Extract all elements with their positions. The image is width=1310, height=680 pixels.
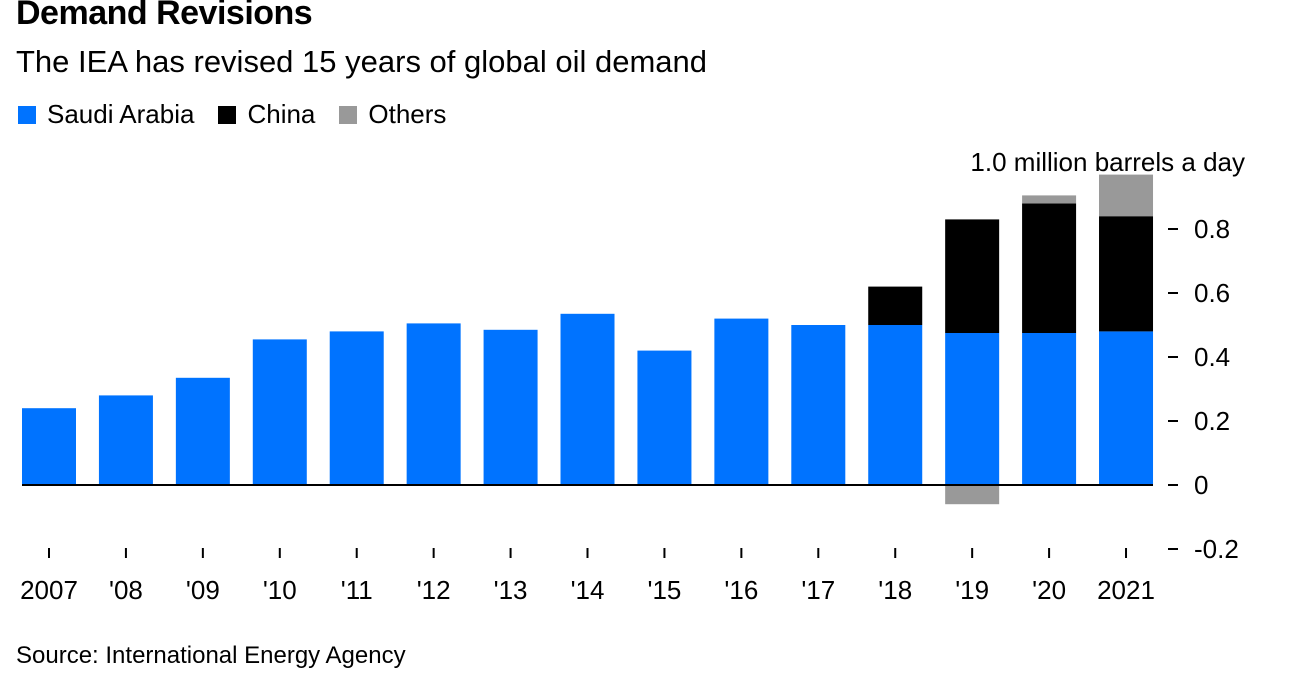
legend-item-china: China <box>218 99 315 130</box>
legend-swatch-saudi-arabia <box>18 105 36 124</box>
x-tick-label-14: 2021 <box>1097 575 1155 605</box>
x-tick-label-8: '15 <box>647 575 681 605</box>
bar-saudi-arabia-7 <box>560 313 615 485</box>
x-tick-label-10: '17 <box>801 575 835 605</box>
bar-saudi-arabia-5 <box>406 323 461 485</box>
bar-china-14 <box>1099 216 1154 332</box>
y-tick-label-1: 0.6 <box>1194 278 1230 308</box>
x-tick-label-5: '12 <box>417 575 451 605</box>
bar-saudi-arabia-12 <box>945 333 1000 485</box>
bar-others-12 <box>945 485 1000 505</box>
x-tick-label-6: '13 <box>494 575 528 605</box>
chart-title: Demand Revisions <box>16 0 313 32</box>
source-note: Source: International Energy Agency <box>16 642 406 669</box>
legend-swatch-others <box>339 105 358 124</box>
bar-saudi-arabia-4 <box>329 331 384 485</box>
bar-saudi-arabia-11 <box>868 325 923 485</box>
x-tick-label-3: '10 <box>263 575 297 605</box>
x-tick-label-1: '08 <box>109 575 143 605</box>
x-tick-label-11: '18 <box>878 575 912 605</box>
bar-saudi-arabia-9 <box>714 318 769 485</box>
bar-china-13 <box>1022 203 1077 333</box>
bar-saudi-arabia-6 <box>483 329 538 485</box>
x-tick-label-4: '11 <box>341 575 373 605</box>
x-tick-label-0: 2007 <box>20 575 78 605</box>
y-tick-label-0: 0.8 <box>1194 214 1230 244</box>
y-tick-label-3: 0.2 <box>1194 406 1230 436</box>
legend-swatch-china <box>218 105 237 124</box>
x-tick-label-7: '14 <box>571 575 605 605</box>
y-axis-unit-label: 1.0 million barrels a day <box>970 147 1245 177</box>
x-tick-label-12: '19 <box>955 575 989 605</box>
x-tick-label-13: '20 <box>1032 575 1066 605</box>
legend-item-others: Others <box>339 99 446 130</box>
bar-saudi-arabia-10 <box>791 325 846 485</box>
x-tick-label-9: '16 <box>724 575 758 605</box>
legend-label-saudi-arabia: Saudi Arabia <box>47 99 195 129</box>
x-tick-label-2: '09 <box>186 575 220 605</box>
y-tick-label-2: 0.4 <box>1194 342 1230 372</box>
bar-saudi-arabia-8 <box>637 350 692 485</box>
legend-label-china: China <box>247 99 316 129</box>
bar-saudi-arabia-3 <box>252 339 307 485</box>
chart-subtitle: The IEA has revised 15 years of global o… <box>16 44 708 79</box>
bar-saudi-arabia-1 <box>98 395 153 485</box>
bar-china-11 <box>868 286 923 325</box>
bar-saudi-arabia-0 <box>22 408 76 485</box>
bar-saudi-arabia-14 <box>1099 331 1154 485</box>
legend-label-others: Others <box>368 99 447 129</box>
y-tick-label-5: -0.2 <box>1194 534 1239 564</box>
y-tick-label-4: 0 <box>1194 470 1208 500</box>
bar-saudi-arabia-13 <box>1022 333 1077 485</box>
bar-chart: 2007 '08 '09 '10 '11 '12 '13 '14 '15 '16 '17 '18 '19… <box>20 147 1245 605</box>
legend-item-saudi-arabia: Saudi Arabia <box>18 99 194 130</box>
bar-china-12 <box>945 219 1000 333</box>
bar-others-14 <box>1099 174 1154 217</box>
bar-saudi-arabia-2 <box>175 377 230 485</box>
bar-others-13 <box>1022 195 1077 204</box>
legend: Saudi Arabia China Others <box>18 99 470 130</box>
